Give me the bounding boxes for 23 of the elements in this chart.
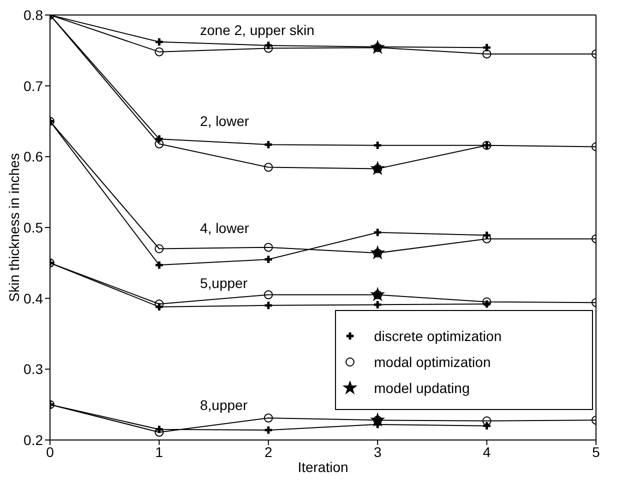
x-axis-title: Iteration	[298, 459, 348, 475]
annotation: zone 2, upper skin	[200, 22, 314, 38]
annotation: 8,upper	[200, 397, 248, 413]
y-axis-title: Skin thickness in inches	[6, 153, 22, 302]
y-tick-label: 0.3	[24, 361, 44, 378]
annotation: 2, lower	[200, 113, 250, 129]
y-tick-label: 0.5	[24, 219, 44, 236]
y-tick-label: 0.4	[24, 290, 44, 306]
x-tick-label: 5	[592, 444, 600, 460]
legend-label: model updating	[374, 380, 470, 396]
legend-label: discrete optimization	[374, 328, 502, 344]
x-tick-label: 4	[482, 444, 491, 460]
x-tick-label: 3	[374, 444, 382, 460]
x-tick-label: 0	[46, 444, 54, 460]
x-tick-label: 2	[264, 444, 272, 460]
y-tick-label: 0.8	[24, 6, 44, 23]
legend-label: modal optimization	[374, 354, 491, 370]
x-tick-label: 1	[155, 444, 164, 460]
y-tick-label: 0.2	[24, 432, 44, 448]
annotation: 5,upper	[200, 275, 248, 291]
annotation: 4, lower	[200, 220, 250, 236]
y-tick-label: 0.7	[24, 78, 44, 94]
y-tick-label: 0.6	[24, 148, 44, 165]
